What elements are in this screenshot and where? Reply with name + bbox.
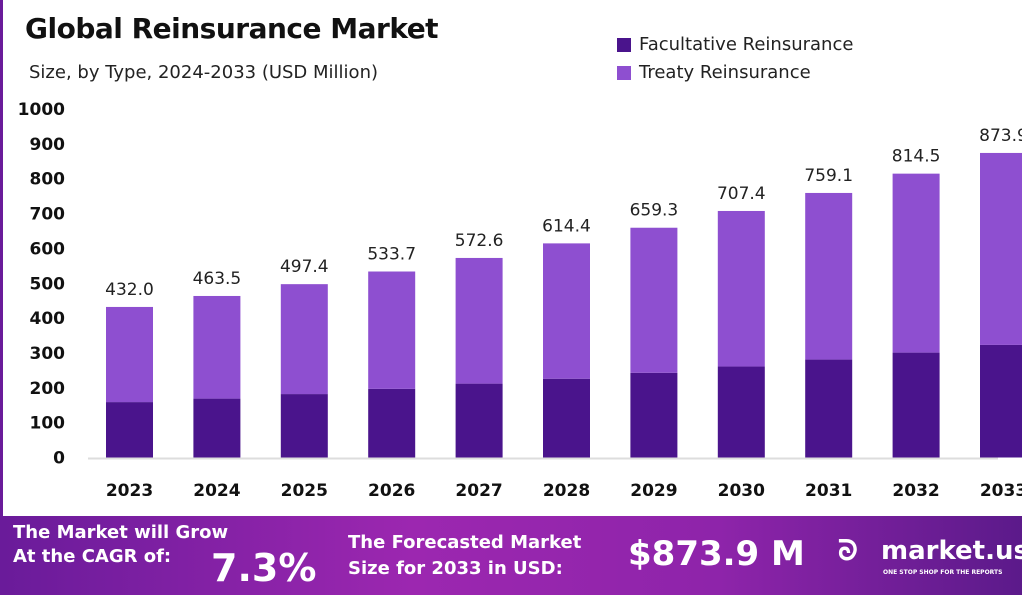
summary-banner: The Market will Grow At the CAGR of: 7.3… — [3, 516, 1022, 595]
y-tick-label: 700 — [30, 205, 66, 225]
total-label: 497.4 — [280, 257, 329, 277]
bar-treaty-2031 — [805, 192, 853, 360]
cagr-label-2: At the CAGR of: — [13, 546, 172, 567]
total-label: 759.1 — [804, 166, 853, 186]
x-tick-label: 2027 — [455, 481, 502, 501]
y-tick-label: 900 — [30, 135, 66, 155]
x-tick-label: 2029 — [630, 481, 677, 501]
brand-tagline: ONE STOP SHOP FOR THE REPORTS — [883, 569, 1003, 576]
y-tick-label: 0 — [53, 449, 65, 469]
bar-facultative-2023 — [106, 402, 153, 458]
total-label: 659.3 — [630, 201, 679, 221]
brand-logo-icon: ᘐ — [838, 534, 858, 567]
bar-treaty-2028 — [543, 243, 590, 379]
bar-facultative-2033 — [980, 344, 1022, 458]
bar-treaty-2025 — [280, 284, 328, 395]
y-tick-label: 500 — [30, 274, 66, 294]
legend-label: Treaty Reinsurance — [639, 62, 811, 83]
legend-item-facultative: Facultative Reinsurance — [617, 34, 853, 55]
y-tick-label: 800 — [30, 170, 66, 190]
y-tick-label: 200 — [30, 379, 66, 399]
bar-facultative-2031 — [805, 359, 853, 458]
bar-facultative-2029 — [630, 372, 678, 458]
y-tick-label: 100 — [30, 414, 66, 434]
x-tick-label: 2025 — [281, 481, 328, 501]
total-label: 463.5 — [193, 269, 242, 289]
x-tick-label: 2024 — [193, 481, 240, 501]
x-tick-label: 2023 — [106, 481, 153, 501]
y-tick-label: 300 — [30, 344, 66, 364]
bar-treaty-2029 — [630, 227, 678, 373]
legend-swatch — [617, 37, 631, 52]
legend-label: Facultative Reinsurance — [639, 34, 854, 55]
total-label: 432.0 — [105, 280, 154, 300]
bar-treaty-2032 — [892, 173, 940, 353]
legend-swatch — [617, 65, 631, 80]
x-tick-label: 2031 — [805, 481, 852, 501]
total-label: 572.6 — [455, 231, 504, 251]
x-tick-label: 2026 — [368, 481, 415, 501]
total-label: 614.4 — [542, 216, 591, 236]
chart-title: Global Reinsurance Market — [25, 12, 439, 45]
bar-chart: 0 100 200 300 400 500 600 700 800 900 1000 432.0 202… — [18, 100, 1022, 501]
bar-treaty-2026 — [368, 271, 416, 389]
bar-facultative-2024 — [193, 398, 241, 458]
bar-facultative-2026 — [368, 388, 416, 458]
bar-facultative-2028 — [543, 378, 590, 458]
bar-facultative-2030 — [717, 366, 765, 458]
bar-treaty-2033 — [980, 152, 1022, 345]
bar-treaty-2027 — [455, 257, 503, 384]
total-label: 814.5 — [892, 147, 941, 167]
cagr-label-1: The Market will Grow — [13, 522, 229, 543]
bar-treaty-2023 — [106, 306, 153, 403]
y-tick-label: 600 — [30, 239, 66, 259]
chart-subtitle: Size, by Type, 2024-2033 (USD Million) — [29, 62, 378, 83]
forecast-value: $873.9 M — [628, 534, 805, 574]
brand-name: market.us — [881, 536, 1022, 566]
bar-treaty-2030 — [717, 210, 765, 367]
bar-facultative-2032 — [892, 352, 940, 458]
x-tick-label: 2030 — [718, 481, 765, 501]
bar-facultative-2025 — [280, 394, 328, 458]
x-tick-label: 2032 — [892, 481, 939, 501]
forecast-label-2: Size for 2033 in USD: — [348, 558, 563, 579]
cagr-value: 7.3% — [211, 546, 317, 590]
y-tick-label: 400 — [30, 309, 66, 329]
x-tick-label: 2033 — [980, 481, 1022, 501]
x-tick-label: 2028 — [543, 481, 590, 501]
total-label: 707.4 — [717, 184, 766, 204]
total-label: 533.7 — [367, 245, 416, 265]
forecast-label-1: The Forecasted Market — [348, 532, 582, 553]
legend-item-treaty: Treaty Reinsurance — [617, 62, 811, 83]
y-tick-label: 1000 — [18, 100, 65, 120]
total-label: 873.9 — [979, 126, 1022, 146]
bar-treaty-2024 — [193, 295, 241, 399]
bar-facultative-2027 — [455, 383, 503, 458]
